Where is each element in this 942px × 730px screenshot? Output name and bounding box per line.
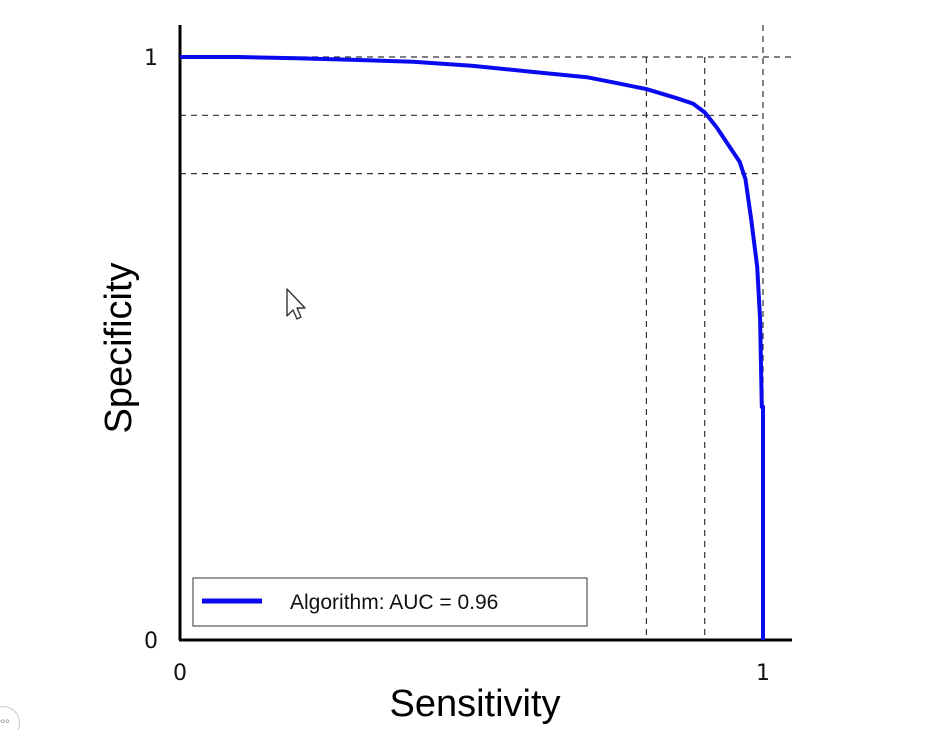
axes [178, 25, 792, 642]
legend: Algorithm: AUC = 0.96 [192, 577, 588, 627]
series-line-0 [180, 55, 765, 640]
y-tick-label-1: 1 [144, 46, 158, 71]
legend-label: Algorithm: AUC = 0.96 [290, 591, 498, 614]
series-layer [180, 55, 765, 640]
x-tick-label-0: 0 [173, 661, 187, 686]
x-tick-label-1: 1 [756, 661, 770, 686]
reference-lines [180, 25, 792, 640]
y-tick-label-0: 0 [144, 629, 158, 654]
y-axis-title: Specificity [98, 262, 140, 433]
corner-badge-text: ooo [0, 718, 10, 725]
tick-labels: 0 1 0 1 [144, 46, 770, 686]
pointer-arrow-icon [286, 288, 306, 320]
x-axis-title: Sensitivity [389, 683, 560, 725]
